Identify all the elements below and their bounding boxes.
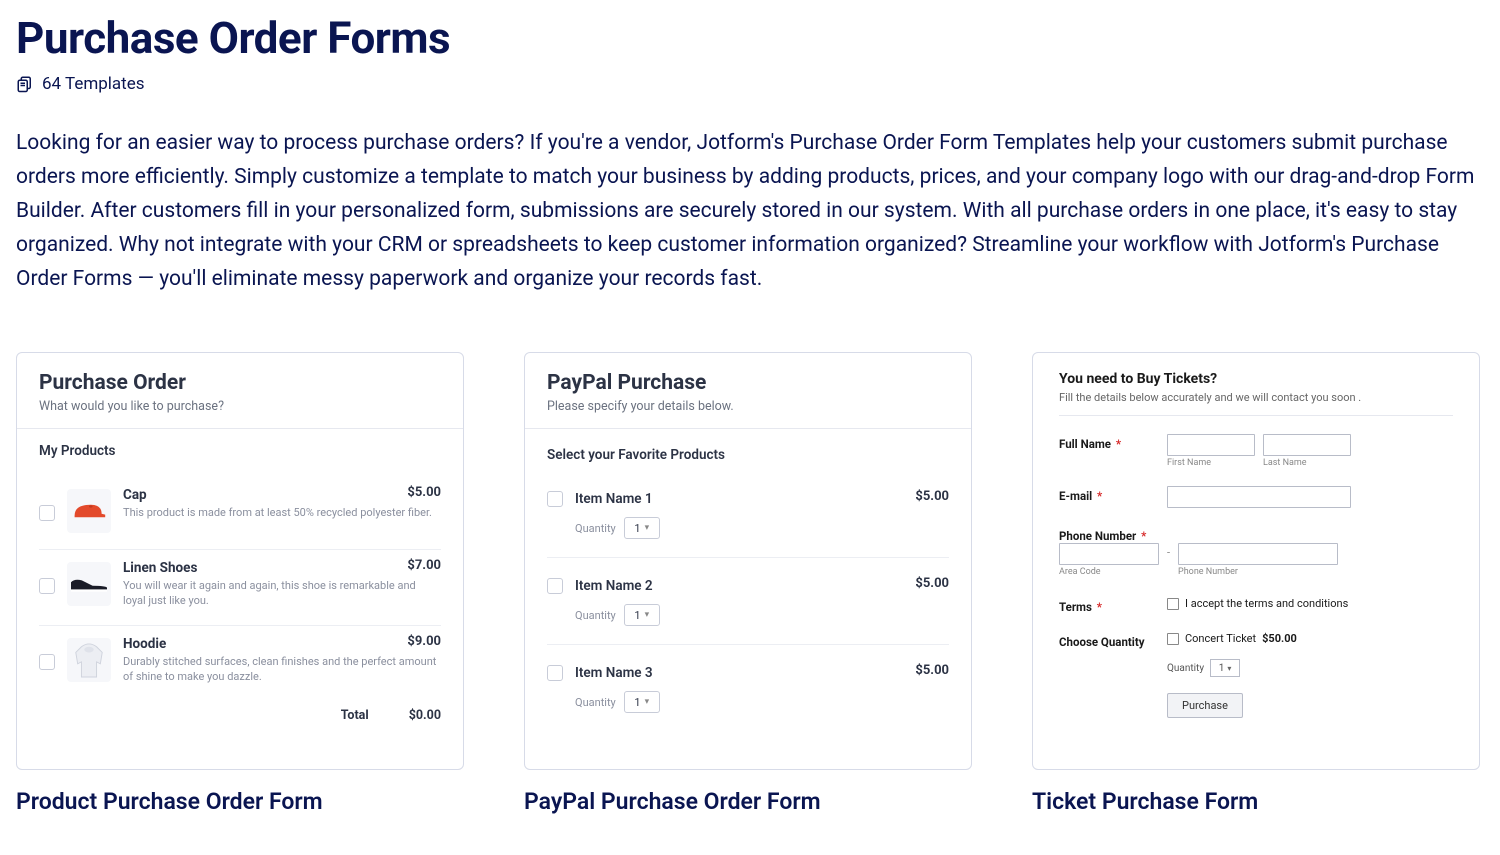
item-price: $5.00 <box>915 489 949 504</box>
card-title[interactable]: Product Purchase Order Form <box>16 788 464 815</box>
area-code-input[interactable] <box>1059 543 1159 565</box>
card-preview: PayPal Purchase Please specify your deta… <box>524 352 972 770</box>
form-subtitle: Fill the details below accurately and we… <box>1059 390 1453 416</box>
product-checkbox[interactable] <box>39 505 55 521</box>
item-price: $5.00 <box>915 663 949 678</box>
form-subtitle: What would you like to purchase? <box>39 399 441 414</box>
phone-number-input[interactable] <box>1178 543 1338 565</box>
page-title: Purchase Order Forms <box>16 12 1484 64</box>
qty-label: Quantity <box>575 696 616 709</box>
chevron-down-icon: ▾ <box>645 697 650 707</box>
qty-label: Quantity <box>1167 663 1204 674</box>
ticket-name: Concert Ticket <box>1185 632 1256 645</box>
item-checkbox[interactable] <box>547 491 563 507</box>
terms-text: I accept the terms and conditions <box>1185 597 1348 610</box>
template-count-text: 64 Templates <box>42 74 145 94</box>
caption-last-name: Last Name <box>1263 458 1351 468</box>
item-row: Item Name 1 $5.00 Quantity 1▾ <box>547 485 949 558</box>
product-row: Linen Shoes You will wear it again and a… <box>39 550 441 626</box>
form-title: You need to Buy Tickets? <box>1059 371 1453 387</box>
card-preview: Purchase Order What would you like to pu… <box>16 352 464 770</box>
qty-label: Quantity <box>575 609 616 622</box>
item-price: $5.00 <box>915 576 949 591</box>
last-name-input[interactable] <box>1263 434 1351 456</box>
templates-icon <box>16 75 34 93</box>
product-name: Cap <box>123 487 441 503</box>
caption-first-name: First Name <box>1167 458 1255 468</box>
item-name: Item Name 3 <box>575 665 653 681</box>
first-name-input[interactable] <box>1167 434 1255 456</box>
product-checkbox[interactable] <box>39 654 55 670</box>
product-price: $9.00 <box>407 634 441 649</box>
qty-label: Quantity <box>575 522 616 535</box>
item-name: Item Name 1 <box>575 491 653 507</box>
qty-select[interactable]: 1▾ <box>624 691 660 713</box>
product-desc: You will wear it again and again, this s… <box>123 579 441 609</box>
item-name: Item Name 2 <box>575 578 653 594</box>
purchase-button[interactable]: Purchase <box>1167 693 1243 718</box>
total-label: Total <box>341 708 369 723</box>
chevron-down-icon: ▾ <box>645 610 650 620</box>
field-email: E-mail * <box>1059 486 1453 508</box>
qty-select[interactable]: 1▾ <box>624 604 660 626</box>
product-thumb-cap <box>67 489 111 533</box>
section-label: My Products <box>39 443 441 459</box>
product-row: Hoodie Durably stitched surfaces, clean … <box>39 626 441 701</box>
template-count: 64 Templates <box>16 74 1484 94</box>
item-checkbox[interactable] <box>547 578 563 594</box>
template-card-ticket-purchase[interactable]: You need to Buy Tickets? Fill the detail… <box>1032 352 1480 815</box>
item-row: Item Name 3 $5.00 Quantity 1▾ <box>547 659 949 731</box>
caption-area-code: Area Code <box>1059 567 1159 577</box>
product-desc: This product is made from at least 50% r… <box>123 506 441 521</box>
card-preview: You need to Buy Tickets? Fill the detail… <box>1032 352 1480 770</box>
qty-select[interactable]: 1▾ <box>624 517 660 539</box>
total-value: $0.00 <box>409 708 441 723</box>
page-description: Looking for an easier way to process pur… <box>16 126 1484 296</box>
product-price: $7.00 <box>407 558 441 573</box>
field-quantity: Choose Quantity Concert Ticket $50.00 Qu… <box>1059 632 1453 677</box>
ticket-checkbox[interactable] <box>1167 633 1179 645</box>
chevron-down-icon: ▾ <box>1227 664 1231 673</box>
product-thumb-shoes <box>67 562 111 606</box>
product-row: Cap This product is made from at least 5… <box>39 477 441 550</box>
product-desc: Durably stitched surfaces, clean finishe… <box>123 655 441 685</box>
card-title[interactable]: Ticket Purchase Form <box>1032 788 1480 815</box>
item-row: Item Name 2 $5.00 Quantity 1▾ <box>547 572 949 645</box>
product-checkbox[interactable] <box>39 578 55 594</box>
caption-phone-number: Phone Number <box>1178 567 1338 577</box>
template-cards-row: Purchase Order What would you like to pu… <box>16 352 1484 815</box>
product-name: Hoodie <box>123 636 441 652</box>
field-terms: Terms * I accept the terms and condition… <box>1059 597 1453 614</box>
product-price: $5.00 <box>407 485 441 500</box>
form-subtitle: Please specify your details below. <box>547 399 949 414</box>
terms-checkbox[interactable] <box>1167 598 1179 610</box>
section-label: Select your Favorite Products <box>547 447 949 463</box>
field-phone: Phone Number * <box>1059 526 1453 543</box>
email-input[interactable] <box>1167 486 1351 508</box>
ticket-price: $50.00 <box>1262 632 1297 645</box>
product-name: Linen Shoes <box>123 560 441 576</box>
form-title: PayPal Purchase <box>547 371 949 395</box>
chevron-down-icon: ▾ <box>645 523 650 533</box>
template-card-product-purchase[interactable]: Purchase Order What would you like to pu… <box>16 352 464 815</box>
qty-select[interactable]: 1▾ <box>1210 659 1240 677</box>
product-thumb-hoodie <box>67 638 111 682</box>
field-full-name: Full Name * First Name Last Name <box>1059 434 1453 468</box>
item-checkbox[interactable] <box>547 665 563 681</box>
card-title[interactable]: PayPal Purchase Order Form <box>524 788 972 815</box>
form-title: Purchase Order <box>39 371 441 395</box>
template-card-paypal-purchase[interactable]: PayPal Purchase Please specify your deta… <box>524 352 972 815</box>
